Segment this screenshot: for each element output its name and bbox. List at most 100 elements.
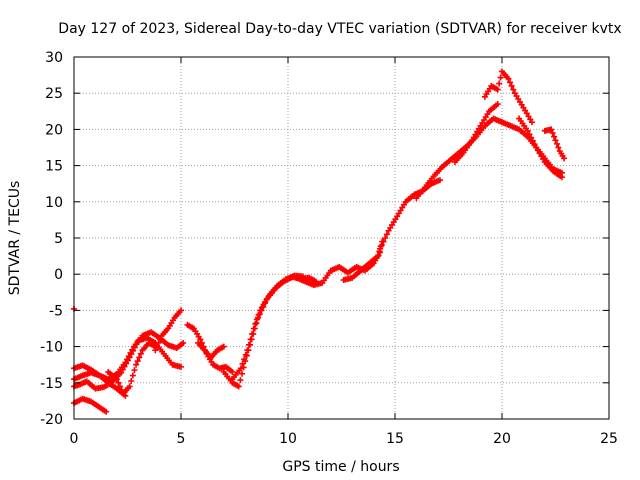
axes: 0 5 10 15 20 25 -20 -15 -10 -5 0 5 10 15 20 25 30: [40, 50, 618, 447]
data-point: [239, 360, 246, 367]
series-sat-e: [105, 339, 159, 397]
data-point: [374, 253, 381, 260]
data-point: [505, 75, 512, 82]
data-point: [247, 336, 254, 343]
data-point: [124, 356, 131, 363]
data-point: [136, 354, 143, 361]
data-point: [551, 133, 558, 140]
chart-title: Day 127 of 2023, Sidereal Day-to-day VTE…: [58, 21, 621, 37]
series-sat-r: [516, 115, 565, 181]
y-tick-label: 15: [45, 159, 63, 175]
data-point: [497, 74, 504, 81]
x-tick-label: 5: [177, 431, 186, 447]
data-point: [242, 351, 249, 358]
data-point: [122, 359, 129, 366]
data-point: [113, 376, 120, 383]
data-point: [529, 137, 536, 144]
y-tick-label: -5: [49, 303, 63, 319]
data-point: [245, 341, 252, 348]
data-point: [255, 311, 262, 318]
data-point: [238, 370, 245, 377]
data-point: [496, 80, 503, 87]
data-point: [128, 377, 135, 384]
series-sat-s: [541, 126, 568, 162]
grid-lines: [74, 57, 609, 419]
y-tick-label: 10: [45, 195, 63, 211]
series-sat-o: [451, 101, 501, 165]
data-point: [243, 352, 250, 359]
series-sat-c: [71, 395, 110, 415]
data-point: [249, 330, 256, 337]
data-point: [103, 408, 110, 415]
data-point: [252, 320, 259, 327]
data-point: [180, 339, 187, 346]
data-point: [507, 79, 514, 86]
data-point: [241, 356, 248, 363]
data-point: [382, 235, 389, 241]
y-tick-label: 20: [45, 122, 63, 138]
data-point: [531, 141, 538, 148]
series-sat-j: [229, 272, 306, 383]
x-tick-label: 10: [279, 431, 297, 447]
x-tick-label: 25: [600, 431, 618, 447]
data-point: [153, 343, 160, 350]
y-tick-label: -20: [40, 412, 63, 428]
data-point: [528, 119, 535, 126]
data-point: [526, 131, 533, 138]
data-point: [137, 350, 144, 357]
data-point: [508, 82, 515, 89]
data-point: [510, 86, 517, 93]
data-point: [524, 127, 531, 134]
series-sat-q: [499, 119, 565, 176]
data-point: [253, 316, 260, 323]
data-point: [235, 383, 242, 390]
data-point: [558, 174, 565, 181]
data-point: [115, 379, 122, 386]
y-axis-label: SDTVAR / TECUs: [7, 181, 23, 296]
data-point: [178, 363, 184, 370]
data-point: [380, 238, 387, 245]
data-point: [436, 177, 443, 184]
series-sat-f: [152, 307, 184, 354]
data-point: [548, 126, 555, 133]
data-point: [134, 358, 141, 365]
x-tick-label: 15: [386, 431, 404, 447]
data-point: [528, 134, 535, 141]
series-sat-h: [195, 339, 227, 361]
data-point: [133, 361, 140, 368]
data-point: [561, 155, 568, 162]
data-point: [237, 377, 244, 384]
data-point: [229, 368, 236, 375]
y-tick-label: 5: [54, 231, 63, 247]
data-point: [378, 242, 385, 249]
series-sat-p: [481, 68, 535, 126]
data-point: [129, 346, 136, 353]
y-tick-label: -15: [40, 376, 63, 392]
data-point: [220, 343, 227, 350]
data-point: [129, 372, 136, 379]
data-point: [552, 137, 559, 144]
data-point: [549, 130, 556, 137]
y-tick-label: 0: [54, 267, 63, 283]
data-point: [197, 336, 204, 343]
y-tick-label: -10: [40, 340, 63, 356]
data-point: [152, 347, 159, 354]
data-point: [127, 349, 134, 356]
data-point: [383, 231, 390, 238]
data-point: [494, 86, 501, 93]
data-point: [117, 383, 124, 390]
y-tick-label: 30: [45, 50, 63, 66]
data-point: [157, 336, 164, 343]
data-point: [155, 339, 162, 346]
x-tick-label: 20: [493, 431, 511, 447]
x-tick-label: 0: [70, 431, 79, 447]
data-point: [125, 353, 132, 360]
data-point: [494, 101, 501, 108]
data-point: [237, 365, 244, 372]
series-sat-l: [340, 238, 386, 283]
data-point: [553, 140, 560, 147]
x-axis-label: GPS time / hours: [282, 459, 399, 475]
data-point: [178, 307, 184, 314]
